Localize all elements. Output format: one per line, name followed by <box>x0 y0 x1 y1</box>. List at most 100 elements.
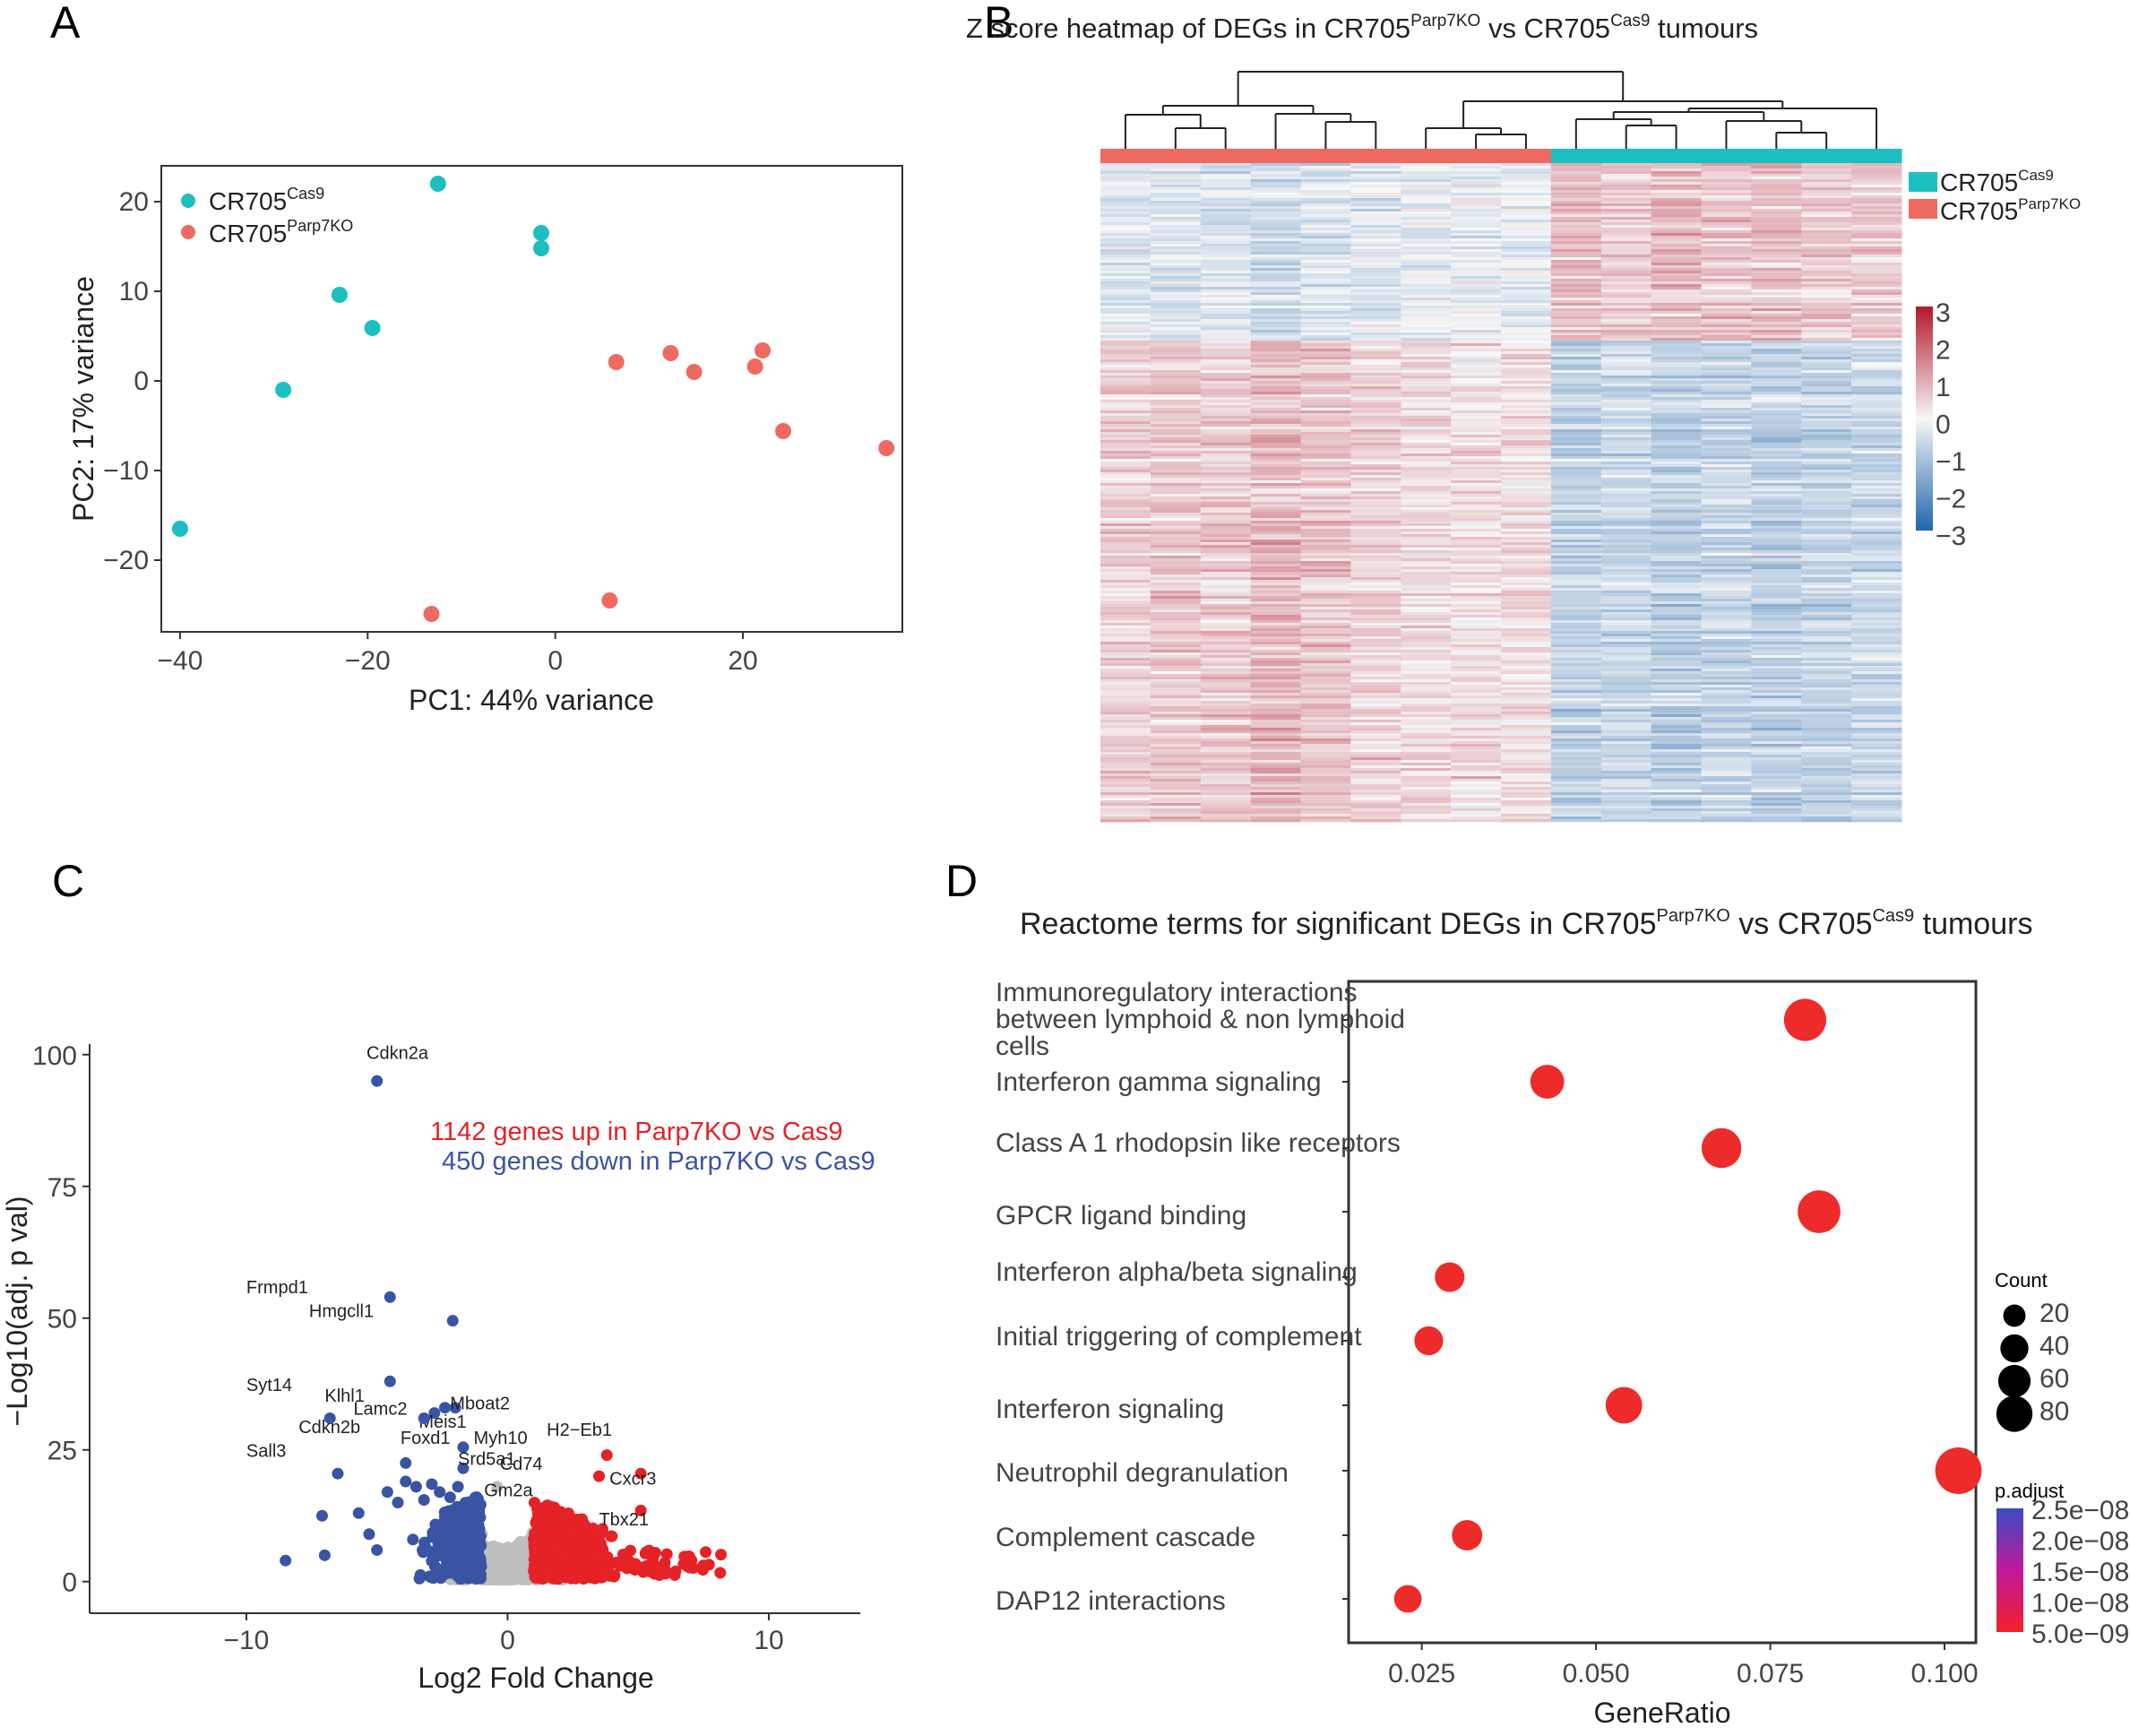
heatmap-cell <box>1600 502 1652 505</box>
heatmap-cell <box>1501 354 1552 358</box>
heatmap-cell <box>1701 365 1752 368</box>
heatmap-cell <box>1701 749 1752 753</box>
heatmap-cell <box>1100 319 1151 323</box>
heatmap-cell <box>1300 618 1351 621</box>
heatmap-cell <box>1300 752 1351 756</box>
heatmap-cell <box>1651 222 1702 226</box>
heatmap-cell <box>1801 669 1852 672</box>
heatmap-cell <box>1751 413 1802 417</box>
heatmap-cell <box>1801 494 1852 497</box>
heatmap-cell <box>1751 198 1802 202</box>
heatmap-cell <box>1851 738 1902 742</box>
heatmap-cell <box>1751 381 1802 384</box>
heatmap-cell <box>1751 435 1802 438</box>
heatmap-cell <box>1100 443 1151 446</box>
heatmap-cell <box>1200 609 1252 613</box>
heatmap-cell <box>1451 179 1502 183</box>
heatmap-cell <box>1100 241 1151 245</box>
heatmap-cell <box>1600 190 1652 194</box>
heatmap-cell <box>1300 311 1351 315</box>
heatmap-cell <box>1801 488 1852 492</box>
heatmap-cell <box>1550 206 1602 210</box>
heatmap-cell <box>1501 459 1552 462</box>
heatmap-cell <box>1250 241 1301 245</box>
heatmap-cell <box>1801 701 1852 704</box>
heatmap-cell <box>1651 505 1702 508</box>
heatmap-cell <box>1300 319 1351 323</box>
heatmap-cell <box>1501 674 1552 678</box>
heatmap-cell <box>1751 410 1802 414</box>
heatmap-cell <box>1851 276 1902 280</box>
heatmap-cell <box>1350 502 1401 505</box>
heatmap-cell <box>1600 704 1652 707</box>
heatmap-cell <box>1250 185 1301 188</box>
heatmap-cell <box>1501 553 1552 557</box>
heatmap-cell <box>1501 529 1552 532</box>
heatmap-cell <box>1600 488 1652 492</box>
heatmap-cell <box>1350 553 1401 557</box>
heatmap-cell <box>1350 333 1401 336</box>
heatmap-cell <box>1501 601 1552 605</box>
heatmap-cell <box>1651 521 1702 524</box>
heatmap-cell <box>1401 502 1452 505</box>
heatmap-cell <box>1651 241 1702 245</box>
heatmap-cell <box>1801 472 1852 476</box>
heatmap-cell <box>1300 246 1351 250</box>
heatmap-cell <box>1501 639 1552 643</box>
heatmap-cell <box>1100 268 1151 272</box>
heatmap-cell <box>1150 518 1202 522</box>
heatmap-cell <box>1701 730 1752 734</box>
heatmap-cell <box>1651 604 1702 608</box>
heatmap-cell <box>1701 760 1752 764</box>
heatmap-cell <box>1100 677 1151 680</box>
heatmap-cell <box>1401 583 1452 586</box>
heatmap-cell <box>1150 260 1202 263</box>
heatmap-cell <box>1100 728 1151 731</box>
heatmap-cell <box>1651 553 1702 557</box>
heatmap-cell <box>1200 604 1252 608</box>
heatmap-cell <box>1350 435 1401 438</box>
heatmap-cell <box>1250 289 1301 293</box>
heatmap-cell <box>1100 550 1151 554</box>
heatmap-cell <box>1300 644 1351 648</box>
heatmap-cell <box>1451 784 1502 788</box>
heatmap-cell <box>1550 612 1602 616</box>
heatmap-cell <box>1300 314 1351 317</box>
heatmap-cell <box>1701 593 1752 597</box>
heatmap-cell <box>1550 182 1602 186</box>
heatmap-cell <box>1751 564 1802 567</box>
heatmap-cell <box>1801 652 1852 656</box>
heatmap-cell <box>1751 416 1802 419</box>
heatmap-cell <box>1401 669 1452 672</box>
heatmap-cell <box>1751 397 1802 401</box>
heatmap-cell <box>1350 424 1401 428</box>
heatmap-cell <box>1600 674 1652 678</box>
heatmap-cell <box>1751 486 1802 489</box>
heatmap-cell <box>1150 276 1202 280</box>
heatmap-cell <box>1401 580 1452 583</box>
heatmap-cell <box>1451 669 1502 672</box>
heatmap-cell <box>1501 682 1552 686</box>
heatmap-cell <box>1150 381 1202 384</box>
heatmap-cell <box>1600 470 1652 473</box>
heatmap-cell <box>1401 574 1452 578</box>
heatmap-cell <box>1550 720 1602 723</box>
heatmap-cell <box>1401 755 1452 758</box>
heatmap-cell <box>1801 273 1852 277</box>
heatmap-cell <box>1651 523 1702 527</box>
heatmap-cell <box>1100 604 1151 608</box>
heatmap-cell <box>1701 623 1752 626</box>
heatmap-cell <box>1701 647 1752 651</box>
heatmap-cell <box>1550 233 1602 237</box>
heatmap-cell <box>1350 666 1401 669</box>
heatmap-cell <box>1250 292 1301 296</box>
heatmap-cell <box>1801 443 1852 446</box>
heatmap-cell <box>1150 451 1202 454</box>
heatmap-cell <box>1250 201 1301 204</box>
heatmap-cell <box>1851 193 1902 196</box>
heatmap-cell <box>1451 413 1502 417</box>
heatmap-cell <box>1501 271 1552 274</box>
heatmap-cell <box>1701 507 1752 511</box>
heatmap-cell <box>1701 803 1752 807</box>
heatmap-cell <box>1550 276 1602 280</box>
